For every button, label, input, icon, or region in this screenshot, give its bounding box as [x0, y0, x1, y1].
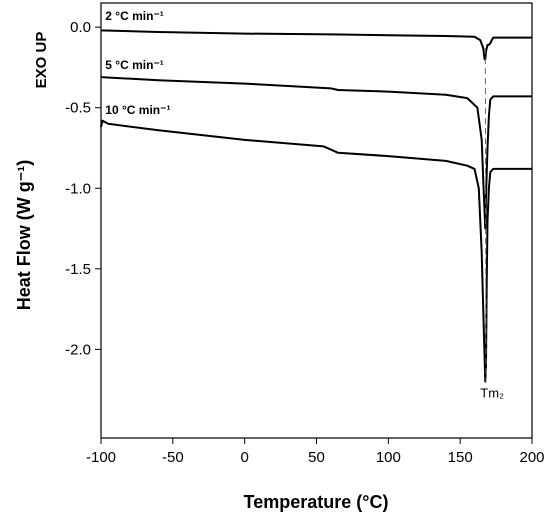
rate-label-1: 2 °C min⁻¹: [105, 9, 163, 23]
series-line-2: [100, 76, 532, 230]
x-tick-label: -100: [86, 449, 116, 466]
y-tick-label: 0.0: [70, 19, 91, 36]
exo-up-label: EXO UP: [33, 32, 50, 89]
y-tick-label: -0.5: [65, 100, 91, 117]
x-axis-ticks: -100 -50 0 50 100 150 200: [86, 438, 545, 466]
series-line-3: [100, 119, 532, 383]
x-tick-label: 200: [519, 449, 544, 466]
annotation-layer: 2 °C min⁻¹ 5 °C min⁻¹ 10 °C min⁻¹ Tm₂: [105, 9, 504, 401]
tm-guide-dashed-line: [484, 48, 487, 382]
y-tick-label: -1.5: [65, 261, 91, 278]
x-axis-title: Temperature (°C): [244, 492, 389, 512]
x-tick-label: -50: [162, 449, 184, 466]
x-tick-label: 150: [448, 449, 473, 466]
tm2-label: Tm₂: [480, 386, 504, 401]
plot-frame: [100, 2, 533, 439]
x-tick-label: 100: [376, 449, 401, 466]
series-layer: [100, 29, 532, 383]
x-tick-label: 50: [308, 449, 325, 466]
y-axis-ticks: 0.0 -0.5 -1.0 -1.5 -2.0: [65, 19, 101, 358]
y-axis-title: Heat Flow (W g⁻¹): [14, 160, 34, 310]
rate-label-3: 10 °C min⁻¹: [105, 103, 170, 117]
series-line-1: [100, 29, 532, 61]
y-tick-label: -2.0: [65, 341, 91, 358]
y-tick-label: -1.0: [65, 180, 91, 197]
plot-border: [100, 2, 533, 439]
rate-label-2: 5 °C min⁻¹: [105, 58, 163, 72]
x-tick-label: 0: [240, 449, 248, 466]
